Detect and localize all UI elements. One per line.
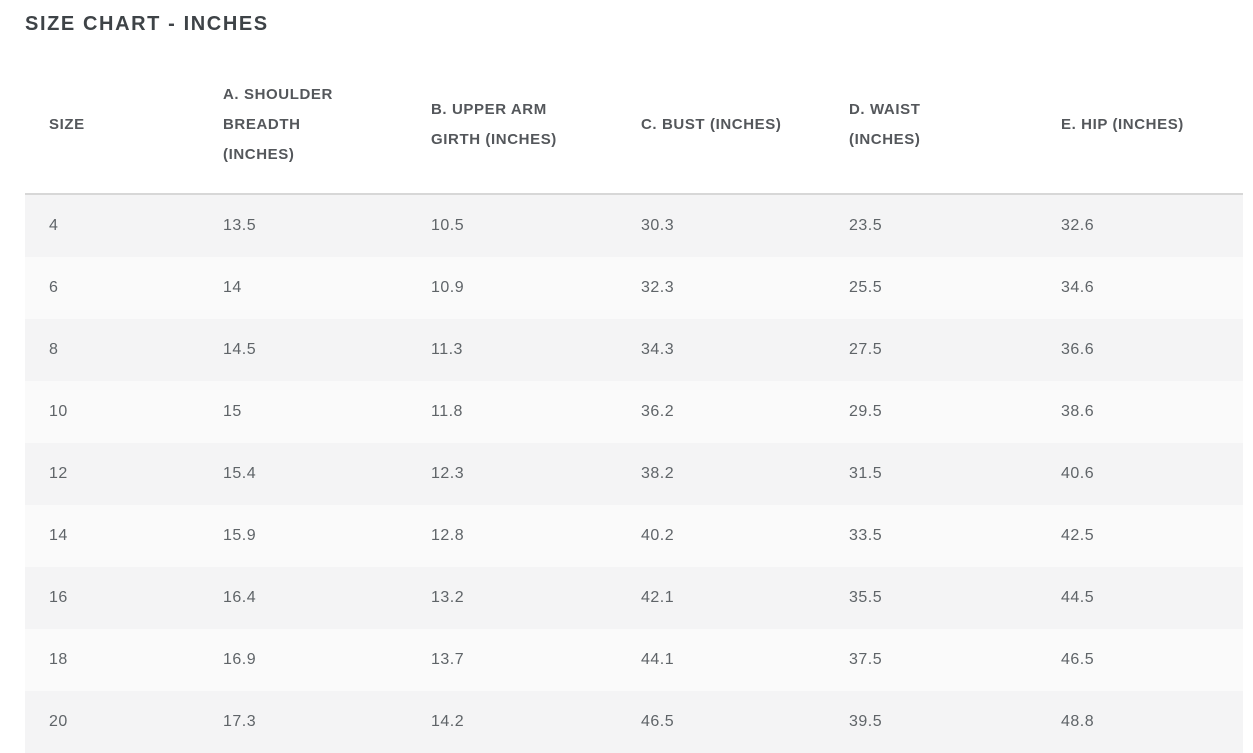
column-header-hip: E. HIP (INCHES) [1037,56,1243,195]
table-row-size-10: 10 15 11.8 36.2 29.5 38.6 [25,381,1243,443]
measurement-cell-shoulder: 15.4 [223,465,257,482]
page-title: SIZE CHART - INCHES [25,13,269,35]
table-row-size-8: 8 14.5 11.3 34.3 27.5 36.6 [25,319,1243,381]
column-header-label: SIZE [49,115,85,133]
measurement-cell-waist: 25.5 [849,279,883,296]
measurement-cell-shoulder: 16.4 [223,589,257,606]
measurement-cell-shoulder: 17.3 [223,713,257,730]
size-cell: 8 [49,341,59,358]
column-header-label: E. HIP (INCHES) [1061,115,1184,133]
measurement-cell-upper-arm: 11.3 [431,341,463,358]
measurement-cell-hip: 38.6 [1061,403,1095,420]
measurement-cell-waist: 37.5 [849,651,883,668]
measurement-cell-waist: 31.5 [849,465,883,482]
measurement-cell-shoulder: 15.9 [223,527,257,544]
measurement-cell-hip: 42.5 [1061,527,1095,544]
measurement-cell-bust: 34.3 [641,341,675,358]
size-cell: 18 [49,651,68,668]
table-row-size-18: 18 16.9 13.7 44.1 37.5 46.5 [25,629,1243,691]
table-row-size-14: 14 15.9 12.8 40.2 33.5 42.5 [25,505,1243,567]
table-row-size-16: 16 16.4 13.2 42.1 35.5 44.5 [25,567,1243,629]
measurement-cell-waist: 39.5 [849,713,883,730]
measurement-cell-upper-arm: 14.2 [431,713,465,730]
size-cell: 4 [49,217,59,234]
measurement-cell-hip: 36.6 [1061,341,1095,358]
measurement-cell-upper-arm: 10.5 [431,217,465,234]
size-cell: 14 [49,527,68,544]
column-header-waist: D. WAIST (INCHES) [825,56,1037,195]
size-cell: 12 [49,465,68,482]
column-header-label: D. WAIST (INCHES) [849,100,921,148]
column-header-label: B. UPPER ARM GIRTH (INCHES) [431,100,557,148]
table-row-size-20: 20 17.3 14.2 46.5 39.5 48.8 [25,691,1243,753]
table-row-size-6: 6 14 10.9 32.3 25.5 34.6 [25,257,1243,319]
measurement-cell-shoulder: 16.9 [223,651,257,668]
measurement-cell-upper-arm: 11.8 [431,403,463,420]
size-cell: 16 [49,589,68,606]
measurement-cell-shoulder: 14.5 [223,341,257,358]
measurement-cell-bust: 44.1 [641,651,675,668]
measurement-cell-hip: 44.5 [1061,589,1095,606]
size-cell: 10 [49,403,68,420]
measurement-cell-upper-arm: 10.9 [431,279,465,296]
table-header: SIZE A. SHOULDER BREADTH (INCHES) B. UPPER… [25,56,1243,195]
measurement-cell-waist: 33.5 [849,527,883,544]
measurement-cell-upper-arm: 12.8 [431,527,465,544]
measurement-cell-hip: 34.6 [1061,279,1095,296]
measurement-cell-bust: 30.3 [641,217,675,234]
measurement-cell-waist: 29.5 [849,403,883,420]
size-chart-table: SIZE A. SHOULDER BREADTH (INCHES) B. UPPER… [25,56,1243,753]
column-header-label: C. BUST (INCHES) [641,115,782,133]
table-body: 4 13.5 10.5 30.3 23.5 32.6 6 14 10.9 32.3 25.5 34.6… [25,194,1243,753]
size-cell: 20 [49,713,68,730]
column-header-label: A. SHOULDER BREADTH (INCHES) [223,85,333,163]
measurement-cell-bust: 38.2 [641,465,675,482]
measurement-cell-bust: 32.3 [641,279,675,296]
measurement-cell-hip: 48.8 [1061,713,1095,730]
measurement-cell-bust: 36.2 [641,403,675,420]
measurement-cell-waist: 23.5 [849,217,883,234]
measurement-cell-bust: 40.2 [641,527,675,544]
measurement-cell-hip: 46.5 [1061,651,1095,668]
measurement-cell-waist: 35.5 [849,589,883,606]
measurement-cell-bust: 42.1 [641,589,675,606]
measurement-cell-shoulder: 14 [223,279,242,296]
column-header-size: SIZE [25,56,199,195]
measurement-cell-shoulder: 13.5 [223,217,257,234]
column-header-upper-arm: B. UPPER ARM GIRTH (INCHES) [407,56,617,195]
column-header-shoulder: A. SHOULDER BREADTH (INCHES) [199,56,407,195]
measurement-cell-shoulder: 15 [223,403,242,420]
table-row-size-4: 4 13.5 10.5 30.3 23.5 32.6 [25,194,1243,257]
header-row: SIZE A. SHOULDER BREADTH (INCHES) B. UPPER… [25,56,1243,195]
measurement-cell-upper-arm: 13.7 [431,651,465,668]
measurement-cell-waist: 27.5 [849,341,883,358]
measurement-cell-upper-arm: 13.2 [431,589,465,606]
measurement-cell-hip: 32.6 [1061,217,1095,234]
measurement-cell-upper-arm: 12.3 [431,465,465,482]
measurement-cell-hip: 40.6 [1061,465,1095,482]
column-header-bust: C. BUST (INCHES) [617,56,825,195]
table-row-size-12: 12 15.4 12.3 38.2 31.5 40.6 [25,443,1243,505]
size-cell: 6 [49,279,59,296]
measurement-cell-bust: 46.5 [641,713,675,730]
